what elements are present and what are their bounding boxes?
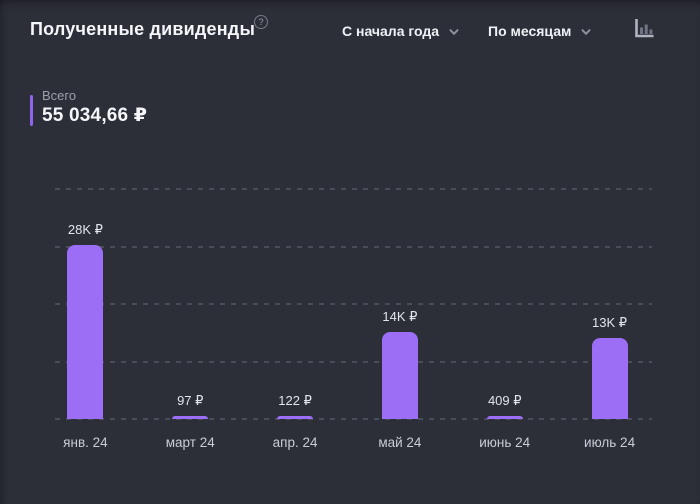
bar-value-label: 409 ₽ [487, 393, 522, 408]
total-value: 55 034,66 ₽ [42, 105, 148, 126]
chevron-down-icon [448, 26, 460, 38]
x-axis-label: янв. 24 [63, 435, 108, 450]
dividends-bar-chart: 28K ₽ 97 ₽ 122 ₽ 14K ₽ 409 ₽ 13K ₽ янв. 24 мар… [33, 188, 662, 450]
chart-bar[interactable] [381, 332, 418, 419]
chart-column: 97 ₽ [138, 189, 243, 419]
chart-column: 14K ₽ [347, 189, 452, 419]
x-axis-label: июнь 24 [479, 435, 531, 450]
x-axis-label: апр. 24 [272, 435, 318, 450]
bar-chart-icon [632, 16, 656, 45]
x-axis-label: март 24 [165, 435, 215, 450]
gridline [55, 188, 652, 190]
bar-value-label: 122 ₽ [278, 393, 312, 408]
chart-columns: 28K ₽ 97 ₽ 122 ₽ 14K ₽ 409 ₽ 13K ₽ [33, 189, 662, 419]
total-accent-bar [30, 95, 33, 126]
bar-value-label: 97 ₽ [177, 393, 204, 408]
chevron-down-icon [580, 26, 592, 38]
chart-bar[interactable] [591, 338, 628, 419]
chart-bar[interactable] [277, 416, 314, 419]
chart-column: 28K ₽ [33, 189, 138, 419]
chart-plot-area: 28K ₽ 97 ₽ 122 ₽ 14K ₽ 409 ₽ 13K ₽ [33, 188, 662, 420]
grouping-dropdown-value: По месяцам [488, 23, 572, 39]
period-dropdown[interactable]: С начала года [342, 21, 460, 41]
chart-column: 122 ₽ [243, 189, 348, 419]
gridline-baseline [55, 418, 652, 420]
chart-column: 409 ₽ [452, 189, 557, 419]
chart-bar[interactable] [172, 416, 209, 419]
chart-bar[interactable] [67, 245, 104, 419]
help-icon[interactable]: ? [254, 15, 268, 29]
page-title: Полученные дивиденды [30, 19, 256, 39]
period-dropdown-value: С начала года [342, 23, 440, 39]
gridline [55, 361, 652, 363]
x-axis-label: июль 24 [584, 435, 636, 450]
bar-value-label: 14K ₽ [382, 309, 418, 324]
x-axis-label: май 24 [378, 435, 422, 450]
gridline [55, 303, 652, 305]
gridline [55, 246, 652, 248]
grouping-dropdown[interactable]: По месяцам [488, 21, 592, 41]
chart-bar[interactable] [486, 416, 523, 419]
chart-x-labels: янв. 24 март 24 апр. 24 май 24 июнь 24 июль 2… [33, 435, 662, 450]
bar-value-label: 28K ₽ [67, 222, 103, 237]
chart-column: 13K ₽ [557, 189, 662, 419]
total-label: Всего [42, 88, 77, 103]
bar-chart-type-button[interactable] [631, 17, 657, 43]
bar-value-label: 13K ₽ [592, 315, 628, 330]
